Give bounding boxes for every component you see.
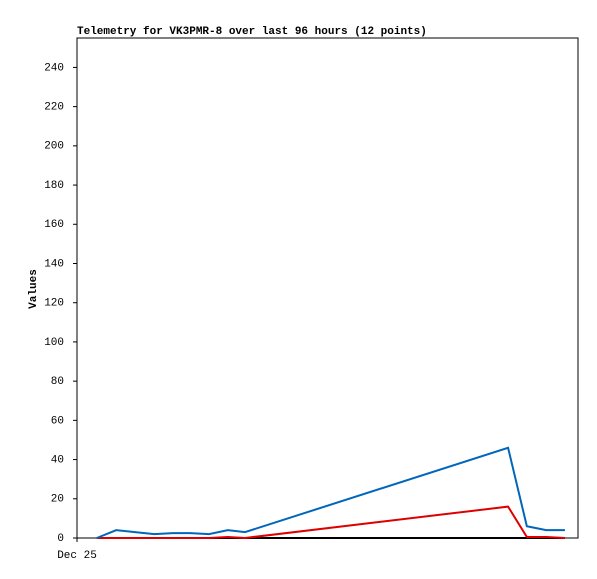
y-tick-label: 40 <box>51 454 64 466</box>
plot-frame <box>76 37 579 539</box>
y-tick-label: 60 <box>51 415 64 427</box>
series-line <box>96 446 565 539</box>
y-axis-label: Values <box>28 269 40 309</box>
y-tick-label: 180 <box>44 180 64 192</box>
chart-title: Telemetry for VK3PMR-8 over last 96 hour… <box>77 26 427 38</box>
y-tick-label: 240 <box>44 62 64 74</box>
y-tick-label: 140 <box>44 258 64 270</box>
y-tick-label: 200 <box>44 141 64 153</box>
y-tick-label: 220 <box>44 102 64 114</box>
y-tick-label: 120 <box>44 298 64 310</box>
y-tick-label: 160 <box>44 219 64 231</box>
y-tick-label: 80 <box>51 376 64 388</box>
y-tick-label: 20 <box>51 494 64 506</box>
y-tick-label: 100 <box>44 337 64 349</box>
x-tick-label: Dec 25 <box>57 550 97 562</box>
series-line <box>96 505 566 540</box>
y-tick-label: 0 <box>57 533 64 545</box>
